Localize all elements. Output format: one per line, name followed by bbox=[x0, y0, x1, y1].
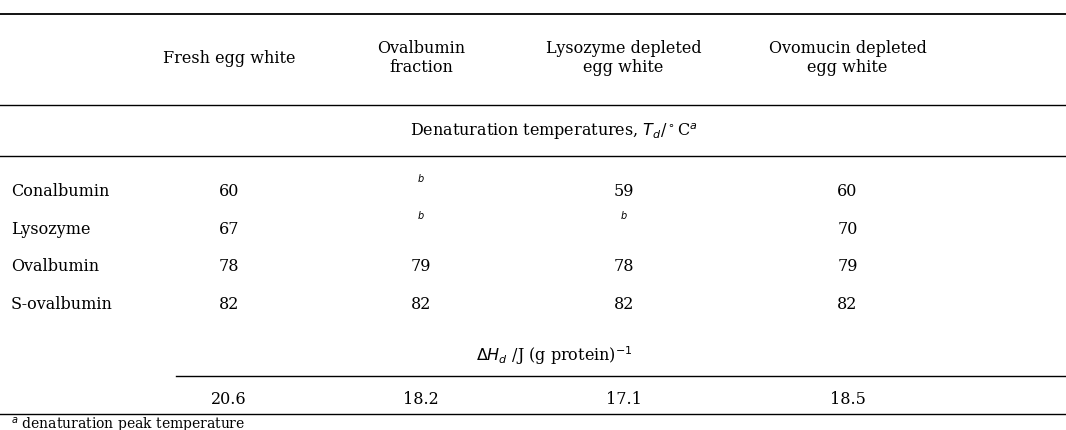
Text: Fresh egg white: Fresh egg white bbox=[163, 49, 295, 67]
Text: 17.1: 17.1 bbox=[605, 390, 642, 408]
Text: 60: 60 bbox=[219, 183, 240, 200]
Text: 18.5: 18.5 bbox=[829, 390, 866, 408]
Text: $^a$ denaturation peak temperature: $^a$ denaturation peak temperature bbox=[11, 415, 245, 430]
Text: 82: 82 bbox=[219, 295, 240, 312]
Text: 67: 67 bbox=[219, 220, 240, 237]
Text: 79: 79 bbox=[837, 258, 858, 275]
Text: 82: 82 bbox=[837, 295, 858, 312]
Text: 60: 60 bbox=[837, 183, 858, 200]
Text: $^b$: $^b$ bbox=[417, 211, 425, 225]
Text: Conalbumin: Conalbumin bbox=[11, 183, 109, 200]
Text: Lysozyme depleted
egg white: Lysozyme depleted egg white bbox=[546, 40, 701, 76]
Text: S-ovalbumin: S-ovalbumin bbox=[11, 295, 113, 312]
Text: 18.2: 18.2 bbox=[403, 390, 439, 408]
Text: 59: 59 bbox=[613, 183, 634, 200]
Text: 79: 79 bbox=[410, 258, 432, 275]
Text: 78: 78 bbox=[613, 258, 634, 275]
Text: Lysozyme: Lysozyme bbox=[11, 220, 91, 237]
Text: Denaturation temperatures, $T_d$/$^\circ$C$^a$: Denaturation temperatures, $T_d$/$^\circ… bbox=[410, 121, 698, 141]
Text: 82: 82 bbox=[410, 295, 432, 312]
Text: $\Delta H_d$ /J (g protein)$^{-1}$: $\Delta H_d$ /J (g protein)$^{-1}$ bbox=[477, 344, 632, 366]
Text: 78: 78 bbox=[219, 258, 240, 275]
Text: Ovalbumin
fraction: Ovalbumin fraction bbox=[377, 40, 465, 76]
Text: $^b$: $^b$ bbox=[619, 211, 628, 225]
Text: 70: 70 bbox=[837, 220, 858, 237]
Text: 82: 82 bbox=[613, 295, 634, 312]
Text: Ovomucin depleted
egg white: Ovomucin depleted egg white bbox=[769, 40, 926, 76]
Text: 20.6: 20.6 bbox=[211, 390, 247, 408]
Text: Ovalbumin: Ovalbumin bbox=[11, 258, 99, 275]
Text: $^b$: $^b$ bbox=[417, 174, 425, 187]
